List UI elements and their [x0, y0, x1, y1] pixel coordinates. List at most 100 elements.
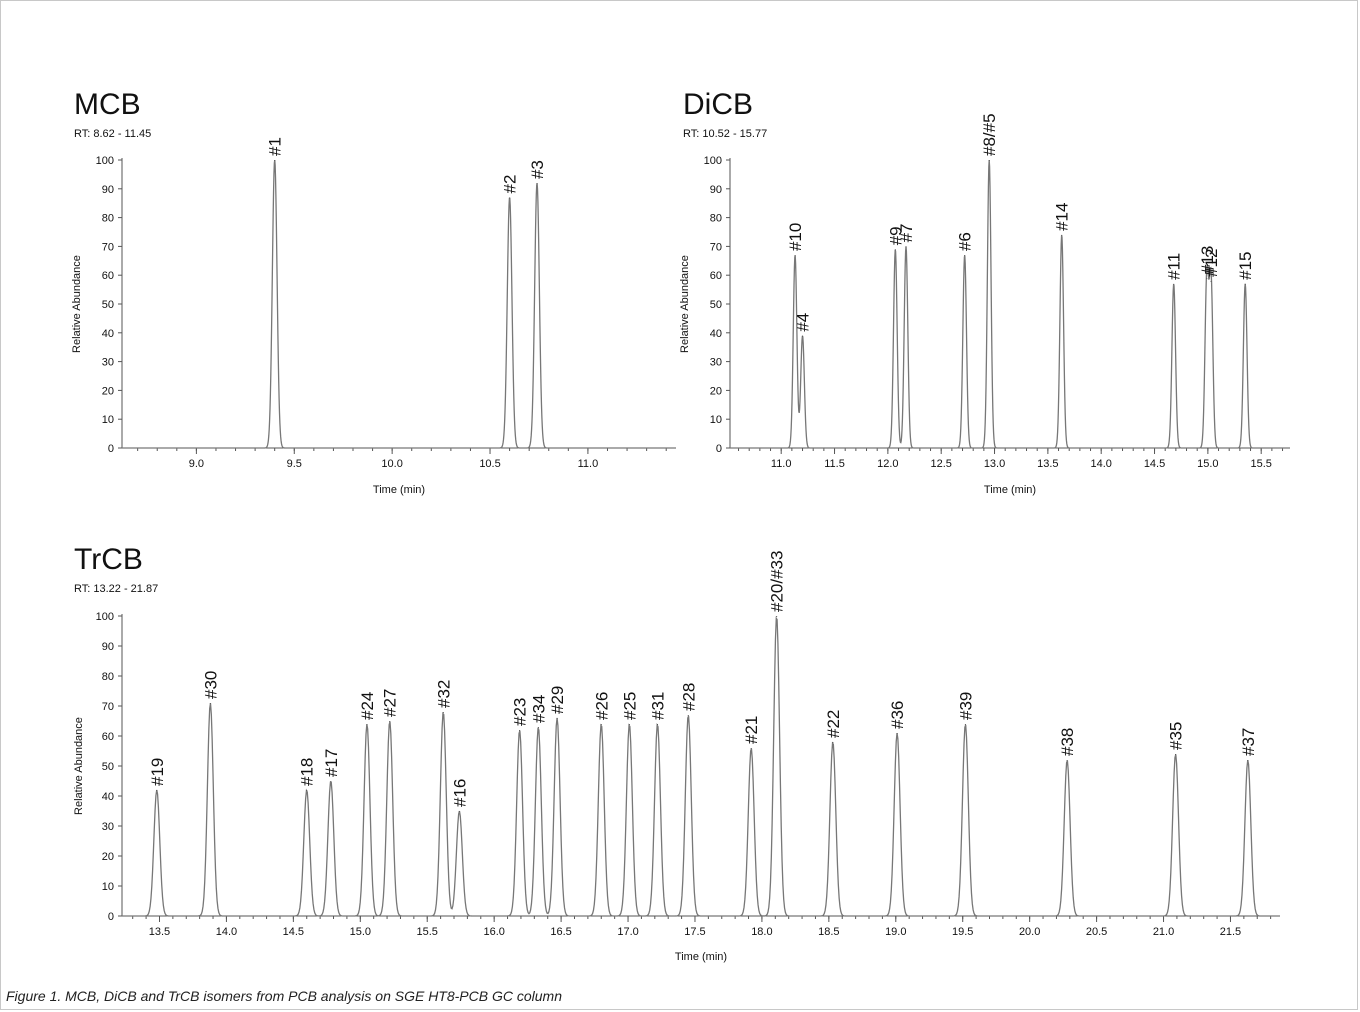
y-tick-label: 50: [710, 299, 722, 311]
peak-label: #11: [1165, 253, 1184, 280]
peak-label: #12: [1202, 249, 1221, 277]
peak-label: #35: [1167, 722, 1186, 750]
x-tick-label: 13.5: [149, 926, 170, 938]
x-tick-label: 15.5: [1250, 458, 1271, 470]
peak-label: #34: [529, 695, 548, 723]
x-axis-title-dicb: Time (min): [984, 484, 1036, 496]
x-tick-label: 13.0: [984, 458, 1005, 470]
x-tick-label: 15.5: [417, 926, 438, 938]
x-tick-label: 11.0: [578, 458, 599, 470]
panel-title-mcb: MCB: [74, 88, 141, 121]
x-tick-label: 12.5: [930, 458, 951, 470]
peak-label: #14: [1053, 203, 1072, 231]
peak-label: #36: [888, 701, 907, 729]
y-tick-label: 30: [102, 821, 114, 833]
peak-label: #3: [528, 160, 547, 179]
y-tick-label: 0: [716, 443, 722, 455]
peak-label: #16: [450, 779, 469, 807]
y-tick-label: 10: [710, 414, 722, 426]
x-tick-label: 21.5: [1220, 926, 1241, 938]
x-tick-label: 15.0: [1197, 458, 1218, 470]
y-tick-label: 70: [102, 241, 114, 253]
y-tick-label: 90: [102, 641, 114, 653]
panel-title-dicb: DiCB: [683, 88, 754, 121]
peak-label: #10: [786, 223, 805, 251]
y-tick-label: 0: [108, 443, 114, 455]
y-tick-label: 80: [710, 213, 722, 225]
peak-label: #37: [1239, 728, 1258, 756]
figure-caption: Figure 1. MCB, DiCB and TrCB isomers fro…: [6, 988, 563, 1004]
rt-range-dicb: RT: 10.52 - 15.77: [683, 128, 768, 140]
x-tick-label: 19.5: [952, 926, 973, 938]
peak-label: #30: [201, 671, 220, 699]
y-tick-label: 100: [96, 155, 114, 167]
trace-line-dicb: [730, 159, 1290, 449]
y-tick-label: 60: [710, 270, 722, 282]
y-tick-label: 80: [102, 213, 114, 225]
peak-label: #15: [1236, 251, 1255, 279]
x-tick-label: 10.0: [381, 458, 402, 470]
y-tick-label: 30: [102, 357, 114, 369]
x-tick-label: 14.0: [1090, 458, 1111, 470]
x-tick-label: 20.5: [1086, 926, 1107, 938]
peak-label: #1: [266, 137, 285, 156]
y-tick-label: 40: [102, 328, 114, 340]
peak-label: #4: [794, 313, 813, 332]
y-tick-label: 60: [102, 731, 114, 743]
x-tick-label: 19.0: [885, 926, 906, 938]
chart-dicb: 0 10 20 30 40 50 60 70 80 90 100 11.0 11.5 12.0 12.5 13…: [679, 113, 1290, 496]
x-tick-label: 9.0: [189, 458, 204, 470]
x-tick-label: 17.5: [684, 926, 705, 938]
chart-mcb: 0 10 20 30 40 50 60 70 80 90 100 9.0 9.5 10.0 10.5 11.0…: [71, 137, 676, 496]
y-tick-label: 100: [704, 155, 722, 167]
x-tick-label: 17.0: [617, 926, 638, 938]
y-tick-label: 30: [710, 357, 722, 369]
peak-label: #9: [886, 226, 905, 245]
y-tick-label: 80: [102, 671, 114, 683]
peak-label: #25: [620, 692, 639, 720]
x-axis-title-mcb: Time (min): [373, 484, 425, 496]
x-tick-label: 13.5: [1037, 458, 1058, 470]
peak-label: #38: [1058, 728, 1077, 756]
x-tick-label: 21.0: [1153, 926, 1174, 938]
peak-label: #28: [679, 683, 698, 711]
x-tick-label: 16.5: [550, 926, 571, 938]
peak-label: #7: [897, 223, 916, 242]
y-tick-label: 40: [102, 791, 114, 803]
x-tick-label: 15.0: [350, 926, 371, 938]
x-tick-label: 18.5: [818, 926, 839, 938]
y-tick-label: 90: [102, 184, 114, 196]
x-tick-label: 9.5: [287, 458, 302, 470]
rt-range-mcb: RT: 8.62 - 11.45: [74, 128, 152, 140]
peak-label: #8/#5: [980, 113, 999, 156]
peak-label: #6: [956, 232, 975, 251]
y-axis-title-mcb: Relative Abundance: [71, 255, 83, 353]
y-tick-label: 50: [102, 299, 114, 311]
peak-label: #21: [742, 716, 761, 744]
y-tick-label: 70: [102, 701, 114, 713]
y-axis-title-dicb: Relative Abundance: [679, 255, 691, 353]
x-tick-label: 14.0: [216, 926, 237, 938]
rt-range-trcb: RT: 13.22 - 21.87: [74, 583, 159, 595]
peak-label: #17: [322, 749, 341, 777]
peak-label: #27: [381, 689, 400, 717]
x-tick-label: 18.0: [751, 926, 772, 938]
y-tick-label: 100: [96, 611, 114, 623]
peak-label: #13: [1198, 246, 1217, 274]
y-tick-label: 20: [710, 385, 722, 397]
x-tick-label: 16.0: [483, 926, 504, 938]
peak-label: #31: [648, 692, 667, 720]
peak-label: #39: [956, 692, 975, 720]
x-tick-label: 10.5: [479, 458, 500, 470]
peak-label: #23: [511, 698, 530, 726]
y-tick-label: 0: [108, 911, 114, 923]
peak-label: #2: [501, 175, 520, 194]
y-tick-label: 50: [102, 761, 114, 773]
x-tick-label: 12.0: [877, 458, 898, 470]
peak-label: #26: [592, 692, 611, 720]
x-axis-title-trcb: Time (min): [675, 951, 727, 963]
peak-label: #32: [434, 680, 453, 708]
y-tick-label: 20: [102, 385, 114, 397]
